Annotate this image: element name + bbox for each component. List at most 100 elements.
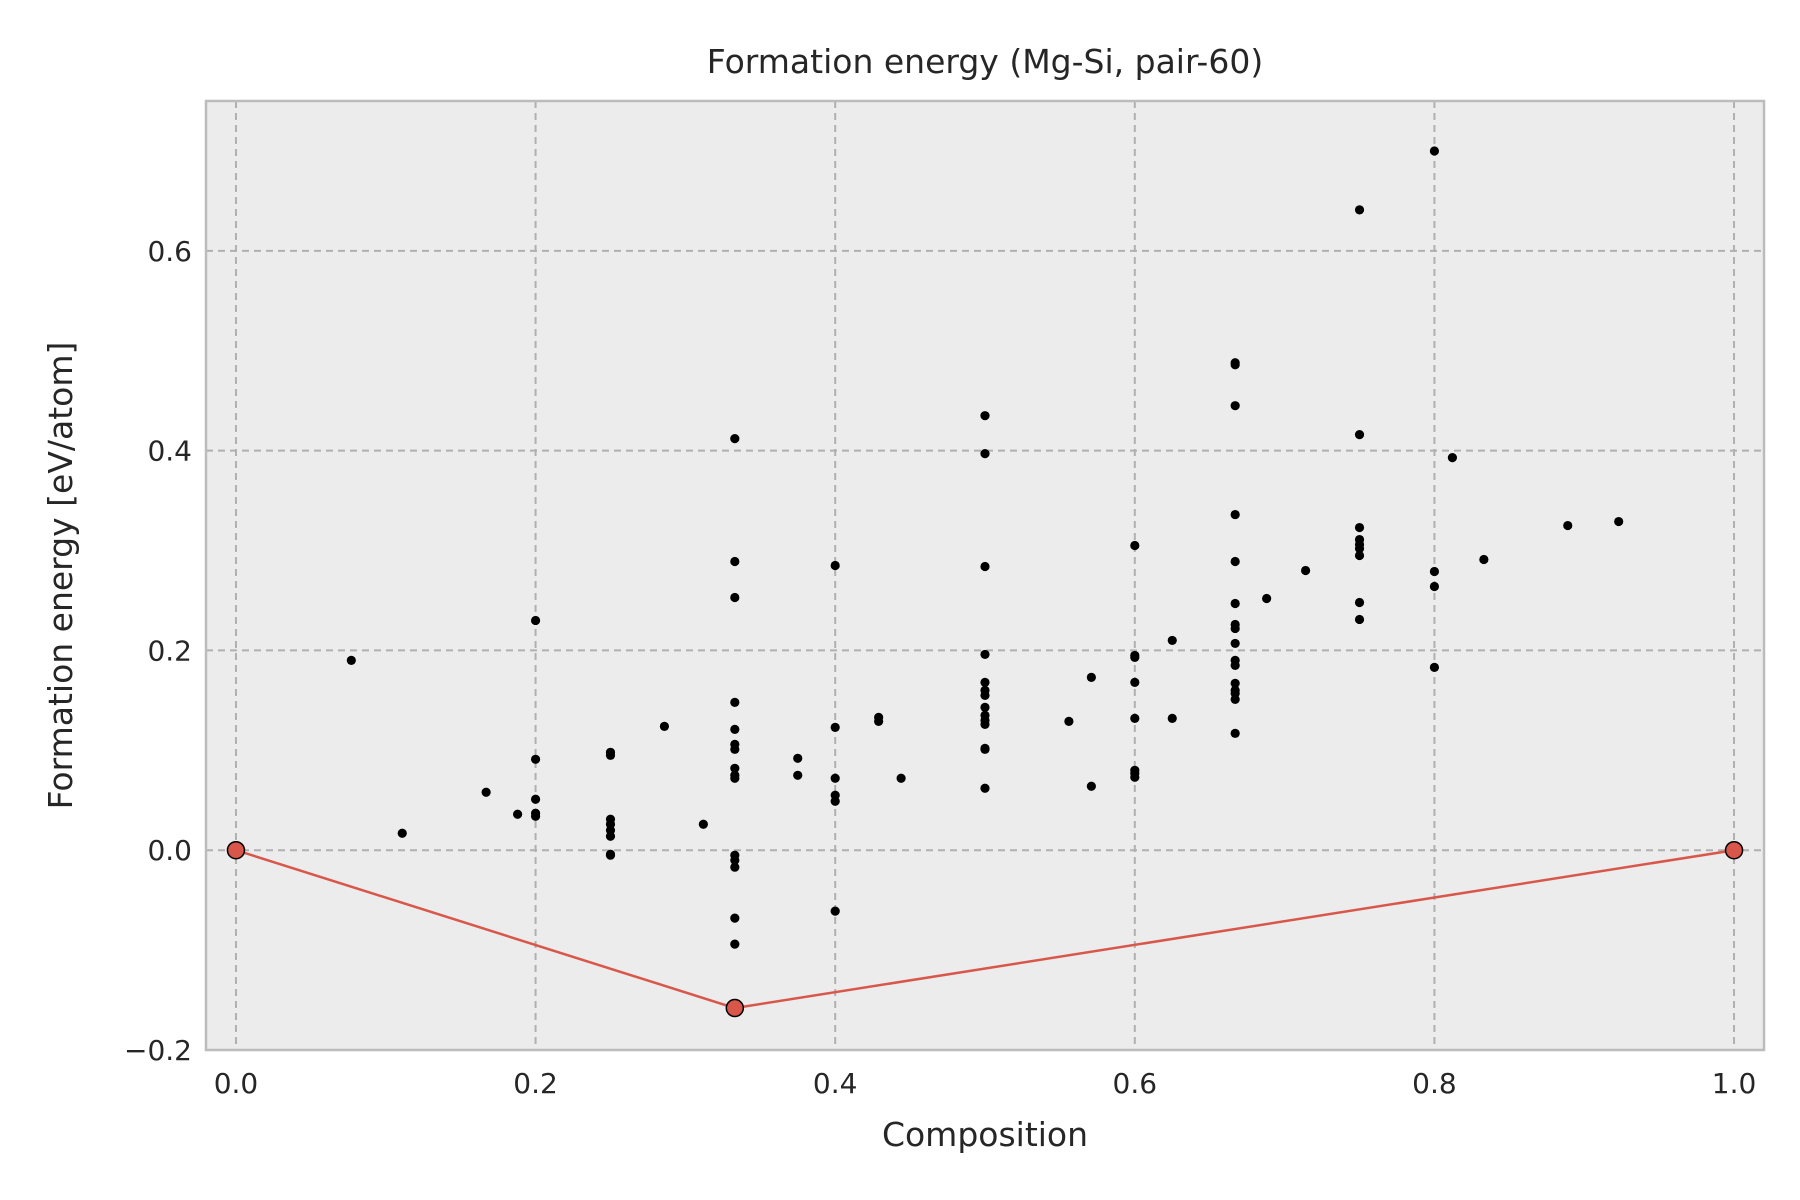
data-point	[1354, 522, 1365, 533]
x-tick-label: 0.4	[813, 1067, 858, 1100]
data-point	[980, 449, 990, 459]
data-point	[397, 828, 407, 838]
data-point	[980, 677, 990, 687]
data-point	[830, 722, 840, 732]
x-tick-label: 1.0	[1712, 1067, 1757, 1100]
plot-frame	[204, 99, 1766, 1052]
y-tick-label: 0.0	[147, 834, 192, 867]
data-point	[1230, 694, 1240, 704]
data-point	[1230, 660, 1240, 671]
data-point	[530, 754, 541, 764]
y-tick-label: −0.2	[124, 1034, 192, 1067]
data-point	[1354, 614, 1365, 625]
data-point	[1130, 540, 1140, 551]
data-point	[481, 787, 491, 797]
data-point	[1429, 662, 1440, 673]
data-point	[896, 773, 906, 783]
data-point	[730, 773, 740, 783]
data-point	[980, 561, 990, 572]
data-point	[980, 744, 990, 754]
data-point	[1262, 593, 1272, 604]
data-point	[730, 697, 740, 707]
data-point	[1130, 772, 1140, 782]
data-point	[346, 655, 356, 666]
data-point	[1563, 520, 1573, 531]
data-point	[1354, 430, 1365, 440]
data-point	[830, 796, 840, 806]
data-point	[793, 770, 803, 780]
data-point	[980, 649, 990, 660]
chart-title: Formation energy (Mg-Si, pair-60)	[707, 42, 1263, 81]
hull-point	[1724, 840, 1744, 860]
data-point	[1230, 556, 1240, 567]
data-point	[698, 819, 708, 829]
data-point	[605, 850, 616, 860]
data-point	[980, 783, 990, 793]
y-tick-label: 0.4	[147, 435, 192, 468]
data-point	[513, 809, 523, 819]
convex-hull	[226, 840, 1744, 1018]
x-tick-label: 0.2	[513, 1067, 558, 1100]
data-point	[980, 719, 990, 729]
data-point	[1230, 678, 1240, 688]
data-point	[1230, 360, 1240, 370]
data-point	[1230, 623, 1240, 634]
data-point	[1130, 677, 1140, 687]
data-point	[830, 560, 840, 571]
data-point	[980, 411, 990, 421]
data-point	[605, 750, 616, 760]
data-point	[830, 906, 840, 916]
data-point	[1230, 728, 1240, 738]
data-point	[1167, 635, 1177, 646]
plot-area	[206, 101, 1764, 1050]
y-tick-label: 0.2	[147, 634, 192, 667]
data-points	[346, 146, 1624, 949]
data-point	[980, 702, 990, 712]
data-point	[793, 753, 803, 763]
y-tick-label: 0.6	[147, 235, 192, 268]
data-point	[1354, 597, 1365, 608]
x-tick-label: 0.0	[214, 1067, 259, 1100]
data-point	[1167, 713, 1177, 723]
data-point	[530, 615, 541, 626]
data-point	[874, 716, 884, 726]
data-point	[730, 939, 740, 949]
data-point	[730, 862, 740, 872]
data-point	[1086, 781, 1096, 791]
data-point	[530, 794, 541, 804]
data-point	[730, 592, 740, 603]
hull-point	[725, 998, 745, 1018]
ticks: 0.0 0.2 0.4 0.6 0.8 1.0 −0.2 0.0 0.2 0.4 0.6	[124, 235, 1756, 1100]
data-point	[1230, 401, 1240, 411]
data-point	[1429, 581, 1440, 592]
x-tick-label: 0.8	[1412, 1067, 1457, 1100]
data-point	[605, 831, 616, 841]
data-point	[730, 744, 740, 754]
data-point	[1479, 554, 1489, 565]
data-point	[1064, 716, 1074, 726]
data-point	[730, 434, 740, 444]
data-point	[1230, 598, 1240, 609]
data-point	[1354, 543, 1365, 554]
data-point	[830, 773, 840, 783]
data-point	[1130, 652, 1140, 663]
data-point	[1354, 205, 1365, 215]
data-point	[1300, 565, 1311, 576]
data-point	[1230, 509, 1240, 520]
data-point	[1429, 146, 1440, 156]
data-point	[530, 811, 541, 821]
x-axis-label: Composition	[882, 1115, 1088, 1154]
data-point	[1230, 638, 1240, 649]
data-point	[980, 690, 990, 700]
data-point	[1447, 453, 1457, 463]
hull-point	[226, 840, 246, 860]
data-point	[659, 721, 670, 731]
x-tick-label: 0.6	[1113, 1067, 1158, 1100]
y-axis-label: Formation energy [eV/atom]	[41, 342, 80, 810]
data-point	[730, 855, 740, 865]
data-point	[730, 724, 740, 734]
data-point	[1429, 566, 1440, 577]
data-point	[730, 763, 740, 773]
data-point	[1086, 672, 1096, 682]
